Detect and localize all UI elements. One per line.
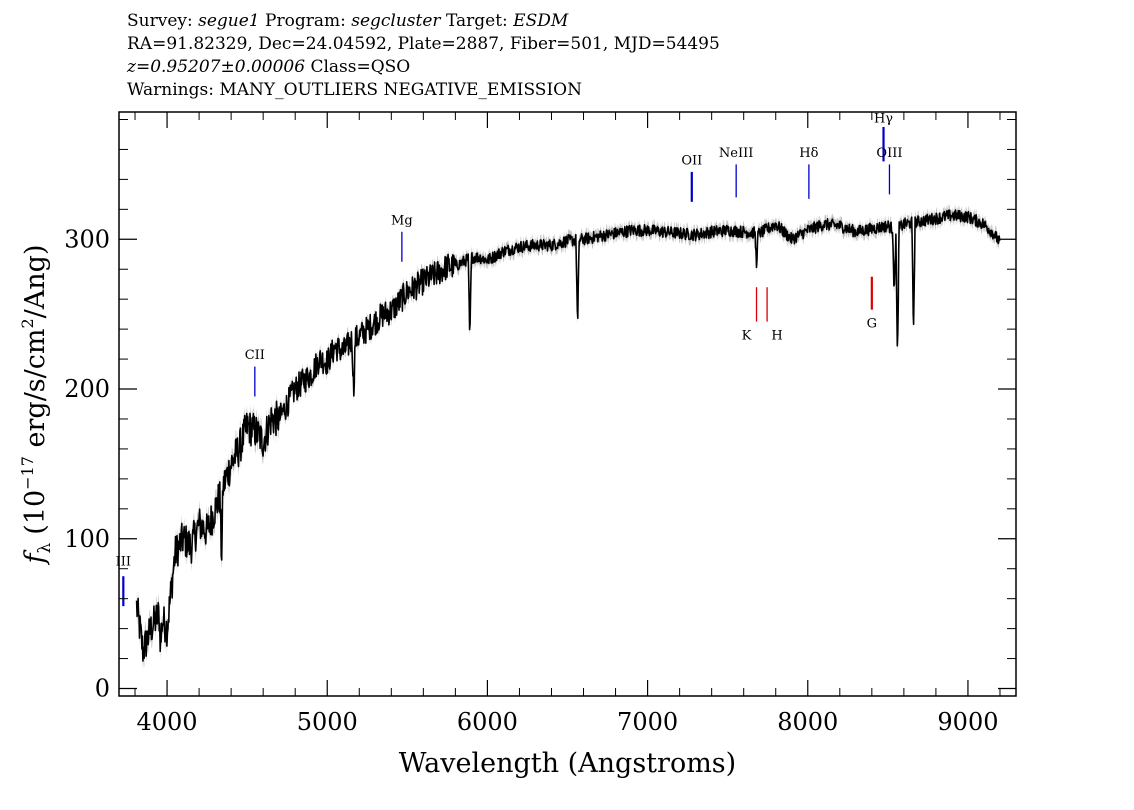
line-label-hγ: Hγ: [874, 111, 893, 126]
x-tick-label: 7000: [617, 708, 678, 736]
line-label-neiii: NeIII: [719, 146, 753, 161]
y-label-subscript: λ: [35, 542, 55, 553]
survey-value: segue1: [198, 11, 260, 31]
spectral-lines-layer: III CII Mg OII NeIII Hδ Hγ OIII K H G: [116, 111, 902, 607]
header-survey-line: Survey: segue1 Program: segcluster Targe…: [127, 10, 720, 33]
y-tick-label: 200: [64, 375, 110, 403]
line-label-h: H: [771, 329, 782, 344]
flux-series-line: [135, 209, 1001, 662]
y-label-units-b: erg/s/cm: [20, 329, 51, 457]
plot-frame: [118, 111, 1017, 697]
line-label-hδ: Hδ: [799, 146, 818, 161]
x-axis-label: Wavelength (Angstroms): [399, 748, 736, 779]
header-warnings-line: Warnings: MANY_OUTLIERS NEGATIVE_EMISSIO…: [127, 80, 582, 100]
y-label-units-a: (10: [20, 490, 51, 535]
target-value: ESDM: [513, 11, 569, 31]
class-value: Class=QSO: [310, 57, 411, 77]
program-value: segcluster: [351, 11, 441, 31]
line-label-k: K: [742, 329, 752, 344]
program-label: Program:: [265, 11, 346, 31]
y-axis-label: fλ(10−17 erg/s/cm2/Ang): [18, 245, 55, 566]
y-label-exponent-1: −17: [18, 456, 37, 490]
y-label-exponent-2: 2: [18, 318, 37, 328]
line-label-g: G: [867, 317, 877, 332]
y-label-units-c: /Ang): [20, 245, 51, 319]
header-redshift-line: z=0.95207±0.00006 Class=QSO: [127, 56, 720, 79]
line-label-oii: OII: [681, 153, 702, 168]
y-tick-label: 100: [64, 525, 110, 553]
x-tick-label: 6000: [457, 708, 518, 736]
x-tick-label: 9000: [937, 708, 998, 736]
line-label-cii: CII: [245, 348, 265, 363]
ticks-layer: 4000 5000 6000 7000 8000 9000 0 100 200 300: [64, 112, 1016, 736]
line-label-mg: Mg: [391, 213, 413, 228]
x-tick-label: 4000: [137, 708, 198, 736]
target-label: Target:: [445, 11, 508, 31]
flux-layer: [135, 209, 1001, 662]
line-label-iii: III: [116, 555, 131, 570]
y-tick-label: 300: [64, 225, 110, 253]
x-tick-label: 8000: [777, 708, 838, 736]
survey-label: Survey:: [127, 11, 193, 31]
spectrum-header: Survey: segue1 Program: segcluster Targe…: [127, 10, 720, 102]
header-coordinates-line: RA=91.82329, Dec=24.04592, Plate=2887, F…: [127, 34, 720, 54]
redshift-value: z=0.95207±0.00006: [127, 57, 306, 77]
y-tick-label: 0: [95, 675, 110, 703]
line-label-oiii: OIII: [876, 146, 902, 161]
x-tick-label: 5000: [297, 708, 358, 736]
